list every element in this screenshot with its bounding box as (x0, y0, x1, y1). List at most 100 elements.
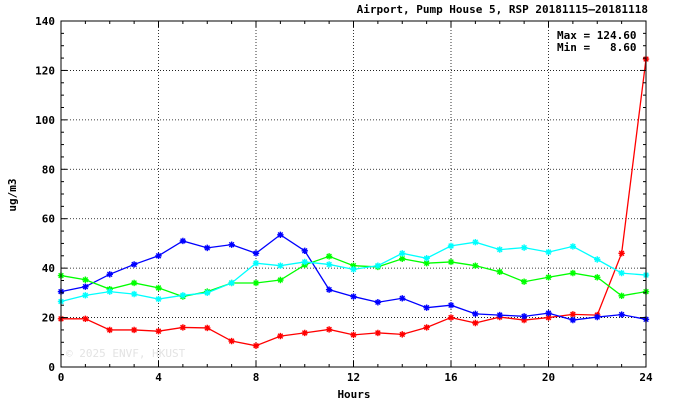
data-point (447, 302, 455, 309)
data-point (374, 299, 382, 306)
data-point (106, 271, 113, 278)
data-point (423, 255, 430, 262)
data-point (545, 314, 552, 321)
data-point (179, 292, 187, 299)
data-point (130, 279, 138, 287)
data-point (496, 311, 503, 319)
data-point (204, 324, 211, 332)
data-point (179, 324, 187, 331)
x-tick-label: 12 (347, 371, 360, 384)
min-annotation: Min = 8.60 (557, 41, 636, 54)
data-point (277, 231, 284, 238)
watermark-layer: © 2025 ENVF, HKUST (66, 347, 186, 360)
data-point (155, 295, 162, 303)
data-point (82, 283, 89, 290)
data-point (228, 279, 235, 287)
x-tick-label: 4 (155, 371, 162, 384)
data-point (228, 241, 235, 248)
data-point (277, 262, 284, 269)
data-point (325, 253, 333, 260)
data-point (277, 276, 284, 284)
data-point (252, 250, 260, 257)
data-point (130, 290, 138, 298)
data-point (350, 262, 357, 269)
data-point (228, 337, 235, 345)
data-point (374, 329, 382, 337)
data-point (252, 260, 260, 267)
data-point (106, 326, 113, 334)
data-point (399, 295, 406, 302)
data-point (569, 316, 577, 324)
series-layer (57, 55, 650, 349)
data-point (618, 269, 625, 277)
tick-layer: 0 4 8 12 16 20 24 0 20 40 60 80 100 120 140 (35, 15, 653, 384)
data-point (399, 331, 406, 338)
data-point (423, 324, 430, 331)
data-point (374, 262, 382, 269)
data-point (594, 313, 601, 321)
data-point (423, 304, 430, 311)
data-point (106, 288, 113, 295)
data-point (325, 261, 333, 268)
data-point (569, 243, 577, 250)
data-point (301, 258, 308, 266)
y-tick-label: 40 (42, 262, 55, 275)
x-tick-label: 16 (444, 371, 458, 384)
data-point (520, 244, 528, 251)
data-point (472, 319, 479, 327)
data-point (496, 268, 503, 276)
series-3 (57, 238, 650, 305)
data-point (472, 262, 479, 269)
data-point (447, 258, 455, 266)
data-point (350, 266, 357, 273)
x-axis-label: Hours (337, 388, 370, 401)
data-point (325, 326, 333, 333)
data-point (472, 238, 479, 246)
data-point (594, 256, 601, 263)
data-point (277, 332, 284, 340)
watermark: © 2025 ENVF, HKUST (66, 347, 186, 360)
max-annotation: Max = 124.60 (557, 29, 636, 42)
data-point (301, 329, 308, 337)
data-point (618, 311, 625, 318)
y-axis-label: ug/m3 (6, 178, 19, 211)
data-point (520, 278, 528, 285)
data-point (545, 309, 552, 317)
data-point (399, 255, 406, 262)
x-tick-label: 24 (639, 371, 653, 384)
data-point (155, 284, 162, 292)
y-tick-label: 80 (42, 163, 55, 176)
data-point (325, 286, 333, 293)
data-point (447, 242, 455, 250)
x-tick-label: 20 (542, 371, 555, 384)
data-point (155, 327, 162, 335)
grid-layer (61, 21, 646, 367)
series-line (60, 233, 647, 321)
data-point (520, 313, 528, 320)
y-tick-label: 0 (48, 361, 55, 374)
data-point (252, 279, 260, 287)
data-point (204, 244, 211, 252)
data-point (472, 310, 479, 318)
x-tick-label: 0 (58, 371, 65, 384)
data-point (496, 246, 503, 253)
data-point (130, 326, 138, 334)
data-point (618, 250, 625, 257)
data-point (130, 261, 138, 268)
data-point (301, 247, 308, 255)
data-point (82, 292, 89, 299)
y-tick-label: 120 (35, 64, 55, 77)
data-point (82, 276, 89, 283)
data-point (569, 311, 577, 318)
y-tick-label: 20 (42, 312, 55, 325)
data-point (179, 237, 187, 245)
y-tick-label: 140 (35, 15, 55, 28)
data-point (155, 252, 162, 259)
data-point (82, 315, 89, 323)
data-point (545, 274, 552, 281)
data-point (618, 292, 625, 300)
data-point (399, 250, 406, 257)
chart-title: Airport, Pump House 5, RSP 20181115–2018… (357, 3, 648, 16)
